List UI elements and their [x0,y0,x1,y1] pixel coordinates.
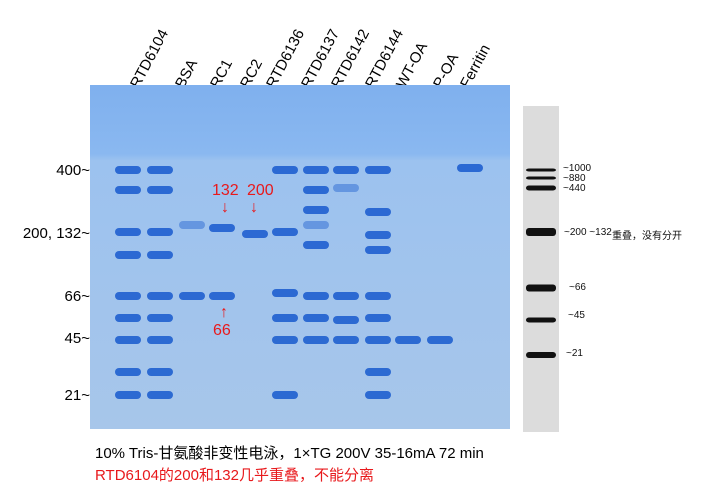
gel-band [147,166,173,174]
gel-band [115,314,141,322]
gel-band [365,166,391,174]
caption-line1: 10% Tris-甘氨酸非变性电泳，1×TG 200V 35-16mA 72 m… [95,445,484,462]
gel-band [333,336,359,344]
annotation-200: 200 [247,182,274,199]
gel-band [333,166,359,174]
gel-band [272,166,298,174]
gel-band [272,391,298,399]
gel-band [365,368,391,376]
gel-band [303,206,329,214]
gel-band [147,251,173,259]
gel-band [333,292,359,300]
gel-band [147,368,173,376]
gel-band [115,391,141,399]
ladder-band [526,176,556,180]
gel-band [147,186,173,194]
gel-band [303,336,329,344]
gel-band [179,221,205,229]
ladder-band [526,317,556,323]
ladder-label: ~440 [563,183,586,194]
gel-band [365,246,391,254]
gel-band [303,186,329,194]
ladder-label: ~66 [569,282,586,293]
arrow-down-icon: ↓ [250,199,258,216]
ladder-label: ~21 [566,348,583,359]
mw-marker: 200, 132~ [22,225,90,242]
gel-band [272,314,298,322]
gel-band [115,292,141,300]
annotation-132: 132 [212,182,239,199]
gel-band [333,316,359,324]
gel-band [115,336,141,344]
mw-marker: 66~ [64,288,90,305]
lane-label: RTD6104 [126,26,173,91]
arrow-up-icon: ↑ [220,304,228,321]
gel-band [365,314,391,322]
gel-band [147,314,173,322]
gel-band [457,164,483,172]
ladder-band [526,352,556,358]
gel-band [395,336,421,344]
gel-band [147,336,173,344]
ladder-label: ~1000 [563,163,592,174]
gel-band [365,391,391,399]
ladder-band [526,185,556,191]
gel-band [272,289,298,297]
gel-band [147,391,173,399]
ladder-band [526,228,556,236]
gel-band [272,336,298,344]
gel-image [90,85,510,429]
gel-band [115,166,141,174]
ladder-gel-image [523,106,559,432]
mw-marker: 45~ [64,330,90,347]
ladder-label: 重叠，没有分开 [612,231,682,242]
mw-marker: 400~ [56,162,90,179]
ladder-label: ~45 [568,310,585,321]
gel-band [365,208,391,216]
gel-band [115,368,141,376]
ladder-band [526,168,556,172]
gel-band [147,292,173,300]
gel-band [365,231,391,239]
gel-band [272,228,298,236]
gel-band [115,251,141,259]
gel-band [303,292,329,300]
gel-band [242,230,268,238]
gel-band [333,184,359,192]
lane-label: Ferritin [456,41,494,91]
mw-marker: 21~ [64,387,90,404]
gel-band [365,336,391,344]
gel-band [115,186,141,194]
gel-band [179,292,205,300]
gel-band [303,166,329,174]
gel-band [365,292,391,300]
gel-band [115,228,141,236]
gel-band [303,241,329,249]
annotation-66: 66 [213,322,231,339]
gel-band [209,224,235,232]
gel-band [209,292,235,300]
arrow-down-icon: ↓ [221,199,229,216]
gel-band [303,221,329,229]
ladder-label: ~880 [563,173,586,184]
gel-band [303,314,329,322]
ladder-label: ~200 ~132 [564,227,612,238]
caption-line2: RTD6104的200和132几乎重叠，不能分离 [95,467,374,484]
gel-band [427,336,453,344]
ladder-band [526,284,556,292]
gel-band [147,228,173,236]
